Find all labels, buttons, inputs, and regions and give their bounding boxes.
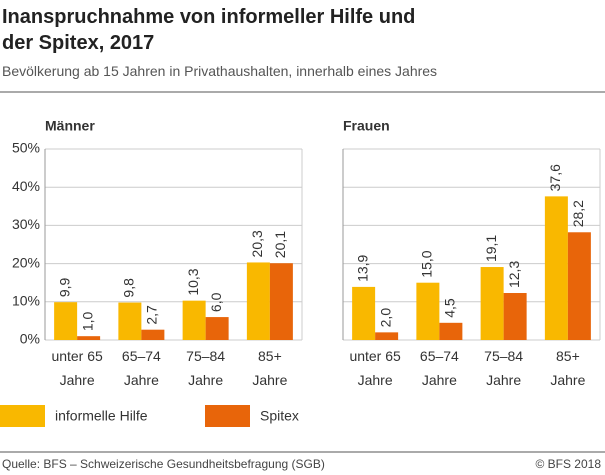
y-tick-label: 40%: [12, 178, 40, 194]
bar: [503, 293, 527, 340]
bar: [352, 286, 376, 340]
bar: [269, 263, 293, 340]
legend-label: Spitex: [260, 408, 299, 424]
value-label: 6,0: [208, 292, 224, 312]
bar: [480, 267, 504, 340]
bar: [182, 300, 206, 340]
x-tick-label: 65–74 Jahre: [419, 348, 459, 388]
y-tick-label: 50%: [12, 140, 40, 156]
bar: [544, 196, 568, 340]
value-label: 9,8: [121, 278, 137, 298]
panel-title: Männer: [45, 118, 95, 134]
x-tick-label: 85+ Jahre: [252, 348, 288, 388]
value-label: 20,1: [272, 231, 288, 258]
bar: [246, 262, 270, 340]
bar: [439, 322, 463, 340]
credit: © BFS 2018: [535, 457, 601, 471]
value-label: 4,5: [442, 298, 458, 318]
legend-swatch: [205, 405, 250, 427]
value-label: 28,2: [570, 200, 586, 227]
value-label: 20,3: [249, 230, 265, 257]
bar: [54, 302, 78, 340]
y-tick-label: 30%: [12, 216, 40, 232]
x-tick-label: 75–84 Jahre: [484, 348, 524, 388]
panel-title: Frauen: [343, 118, 390, 134]
legend-swatch: [0, 405, 45, 427]
value-label: 15,0: [419, 250, 435, 277]
value-label: 13,9: [354, 254, 370, 281]
x-tick-label: 65–74 Jahre: [121, 348, 161, 388]
value-label: 1,0: [79, 312, 95, 332]
bar: [416, 282, 440, 340]
x-tick-label: unter 65 Jahre: [51, 348, 103, 388]
bar: [205, 317, 229, 340]
bar: [77, 336, 101, 340]
x-tick-label: 75–84 Jahre: [186, 348, 226, 388]
x-tick-label: 85+ Jahre: [550, 348, 586, 388]
bar: [118, 302, 142, 340]
bar: [375, 332, 399, 340]
y-tick-label: 0%: [20, 331, 40, 347]
value-label: 9,9: [56, 278, 72, 298]
value-label: 19,1: [483, 235, 499, 262]
value-label: 37,6: [547, 164, 563, 191]
bar: [141, 329, 165, 340]
value-label: 2,7: [144, 305, 160, 325]
source: Quelle: BFS – Schweizerische Gesundheits…: [2, 457, 325, 471]
subtitle: Bevölkerung ab 15 Jahren in Privathausha…: [2, 63, 438, 79]
legend-label: informelle Hilfe: [55, 408, 148, 424]
x-tick-label: unter 65 Jahre: [349, 348, 401, 388]
value-label: 12,3: [506, 261, 522, 288]
title: Inanspruchnahme von informeller Hilfe un…: [2, 6, 416, 54]
y-tick-label: 10%: [12, 293, 40, 309]
value-label: 10,3: [185, 268, 201, 295]
y-tick-label: 20%: [12, 254, 40, 270]
value-label: 2,0: [377, 308, 393, 328]
bar: [567, 232, 591, 340]
